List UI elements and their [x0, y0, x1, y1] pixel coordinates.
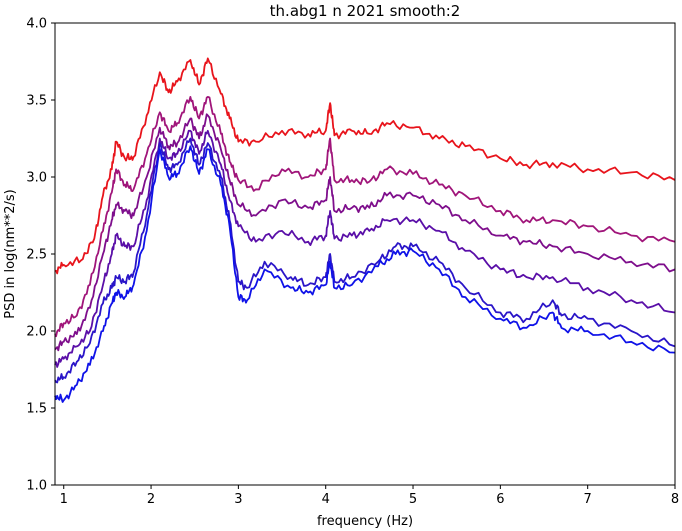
chart-title: th.abg1 n 2021 smooth:2 [270, 2, 461, 20]
plot-frame [54, 22, 676, 486]
x-tick-label: 2 [147, 492, 155, 507]
series-line-1 [54, 57, 676, 275]
x-tick-label: 5 [409, 492, 417, 507]
y-tick-label: 2.5 [26, 248, 47, 263]
x-axis-label: frequency (Hz) [317, 514, 413, 529]
series-line-4 [54, 129, 676, 368]
y-axis-label: PSD in log(nm**2/s) [3, 189, 18, 319]
y-tick-label: 4.0 [26, 17, 47, 32]
y-tick-label: 2.0 [26, 325, 47, 340]
series-line-6 [54, 145, 676, 403]
x-tick-label: 3 [234, 492, 242, 507]
series-line-2 [54, 96, 676, 338]
x-tick-label: 1 [60, 492, 68, 507]
y-tick-label: 1.0 [26, 479, 47, 494]
x-tick-label: 4 [322, 492, 330, 507]
x-tick-label: 8 [671, 492, 679, 507]
y-tick-label: 3.5 [26, 94, 47, 109]
y-axis-ticks: 1.0 1.5 2.0 2.5 3.0 3.5 4.0 [26, 17, 55, 494]
x-axis-ticks: 1 2 3 4 5 6 7 8 [60, 485, 679, 507]
y-tick-label: 3.0 [26, 171, 47, 186]
x-tick-label: 6 [496, 492, 504, 507]
series-line-3 [54, 113, 676, 352]
series-line-5 [54, 137, 676, 384]
series-layer [54, 57, 676, 403]
y-tick-label: 1.5 [26, 402, 47, 417]
x-tick-label: 7 [584, 492, 592, 507]
